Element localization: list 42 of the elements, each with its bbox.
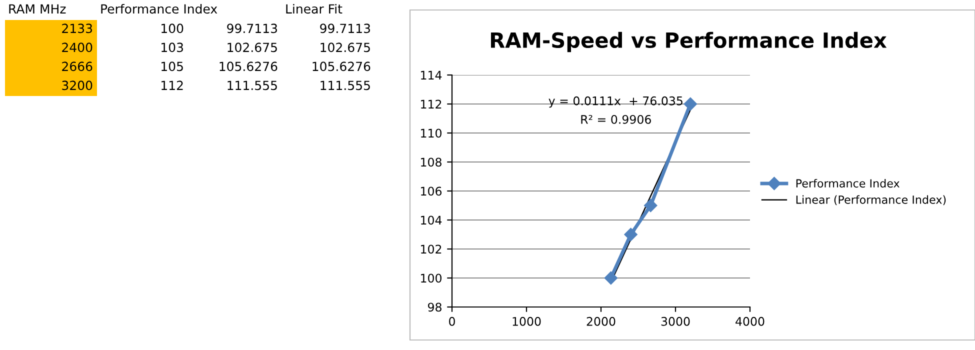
y-tick-label: 106	[421, 186, 442, 196]
y-tick-label: 108	[421, 158, 442, 167]
text: 112	[162, 80, 183, 90]
text: 99.7113	[227, 24, 277, 34]
y-tick-label: 102	[421, 244, 442, 254]
point	[644, 198, 658, 212]
text: 102.675	[320, 42, 370, 52]
y-tick-label: 104	[421, 216, 442, 225]
y-tick-label: 110	[421, 128, 442, 138]
text: 103	[162, 42, 183, 52]
annotation: R² = 0.9906	[581, 114, 651, 124]
chart-title: RAM-Speed vs Performance Index	[490, 32, 887, 52]
x-tick-label: 3000	[661, 316, 690, 326]
text: 102.675	[228, 42, 277, 52]
text: 2400	[62, 42, 92, 52]
text: 99.7113	[320, 24, 370, 34]
legend-label: Performance Index	[796, 178, 900, 188]
text: Performance Index	[101, 4, 218, 14]
x-tick-label: 2000	[586, 316, 616, 326]
point	[684, 97, 697, 111]
y-tick-label: 114	[421, 70, 442, 80]
text: 111.555	[228, 80, 277, 90]
legend-label: Linear (Performance Index)	[796, 195, 946, 206]
text: 2666	[62, 62, 92, 72]
y-tick-label: 100	[421, 274, 442, 283]
y-tick-label: 98	[428, 302, 442, 312]
x-tick-label: 0	[449, 316, 455, 326]
text: 100	[162, 24, 184, 34]
y-tick-label: 112	[421, 100, 442, 108]
text: 111.555	[320, 80, 370, 90]
point	[604, 271, 618, 285]
x-tick-label: 1000	[512, 316, 541, 326]
annotation: y = 0.0111x + 76.035	[548, 96, 682, 108]
text: RAM MHz	[9, 4, 66, 14]
text: 105.6276	[220, 62, 278, 72]
text: 3200	[62, 80, 92, 90]
text: 2133	[62, 24, 92, 34]
x-tick-label: 4000	[736, 316, 764, 326]
text: 105	[162, 62, 183, 72]
point	[624, 228, 638, 242]
text: 105.6276	[312, 62, 370, 72]
text: Linear Fit	[286, 4, 342, 14]
